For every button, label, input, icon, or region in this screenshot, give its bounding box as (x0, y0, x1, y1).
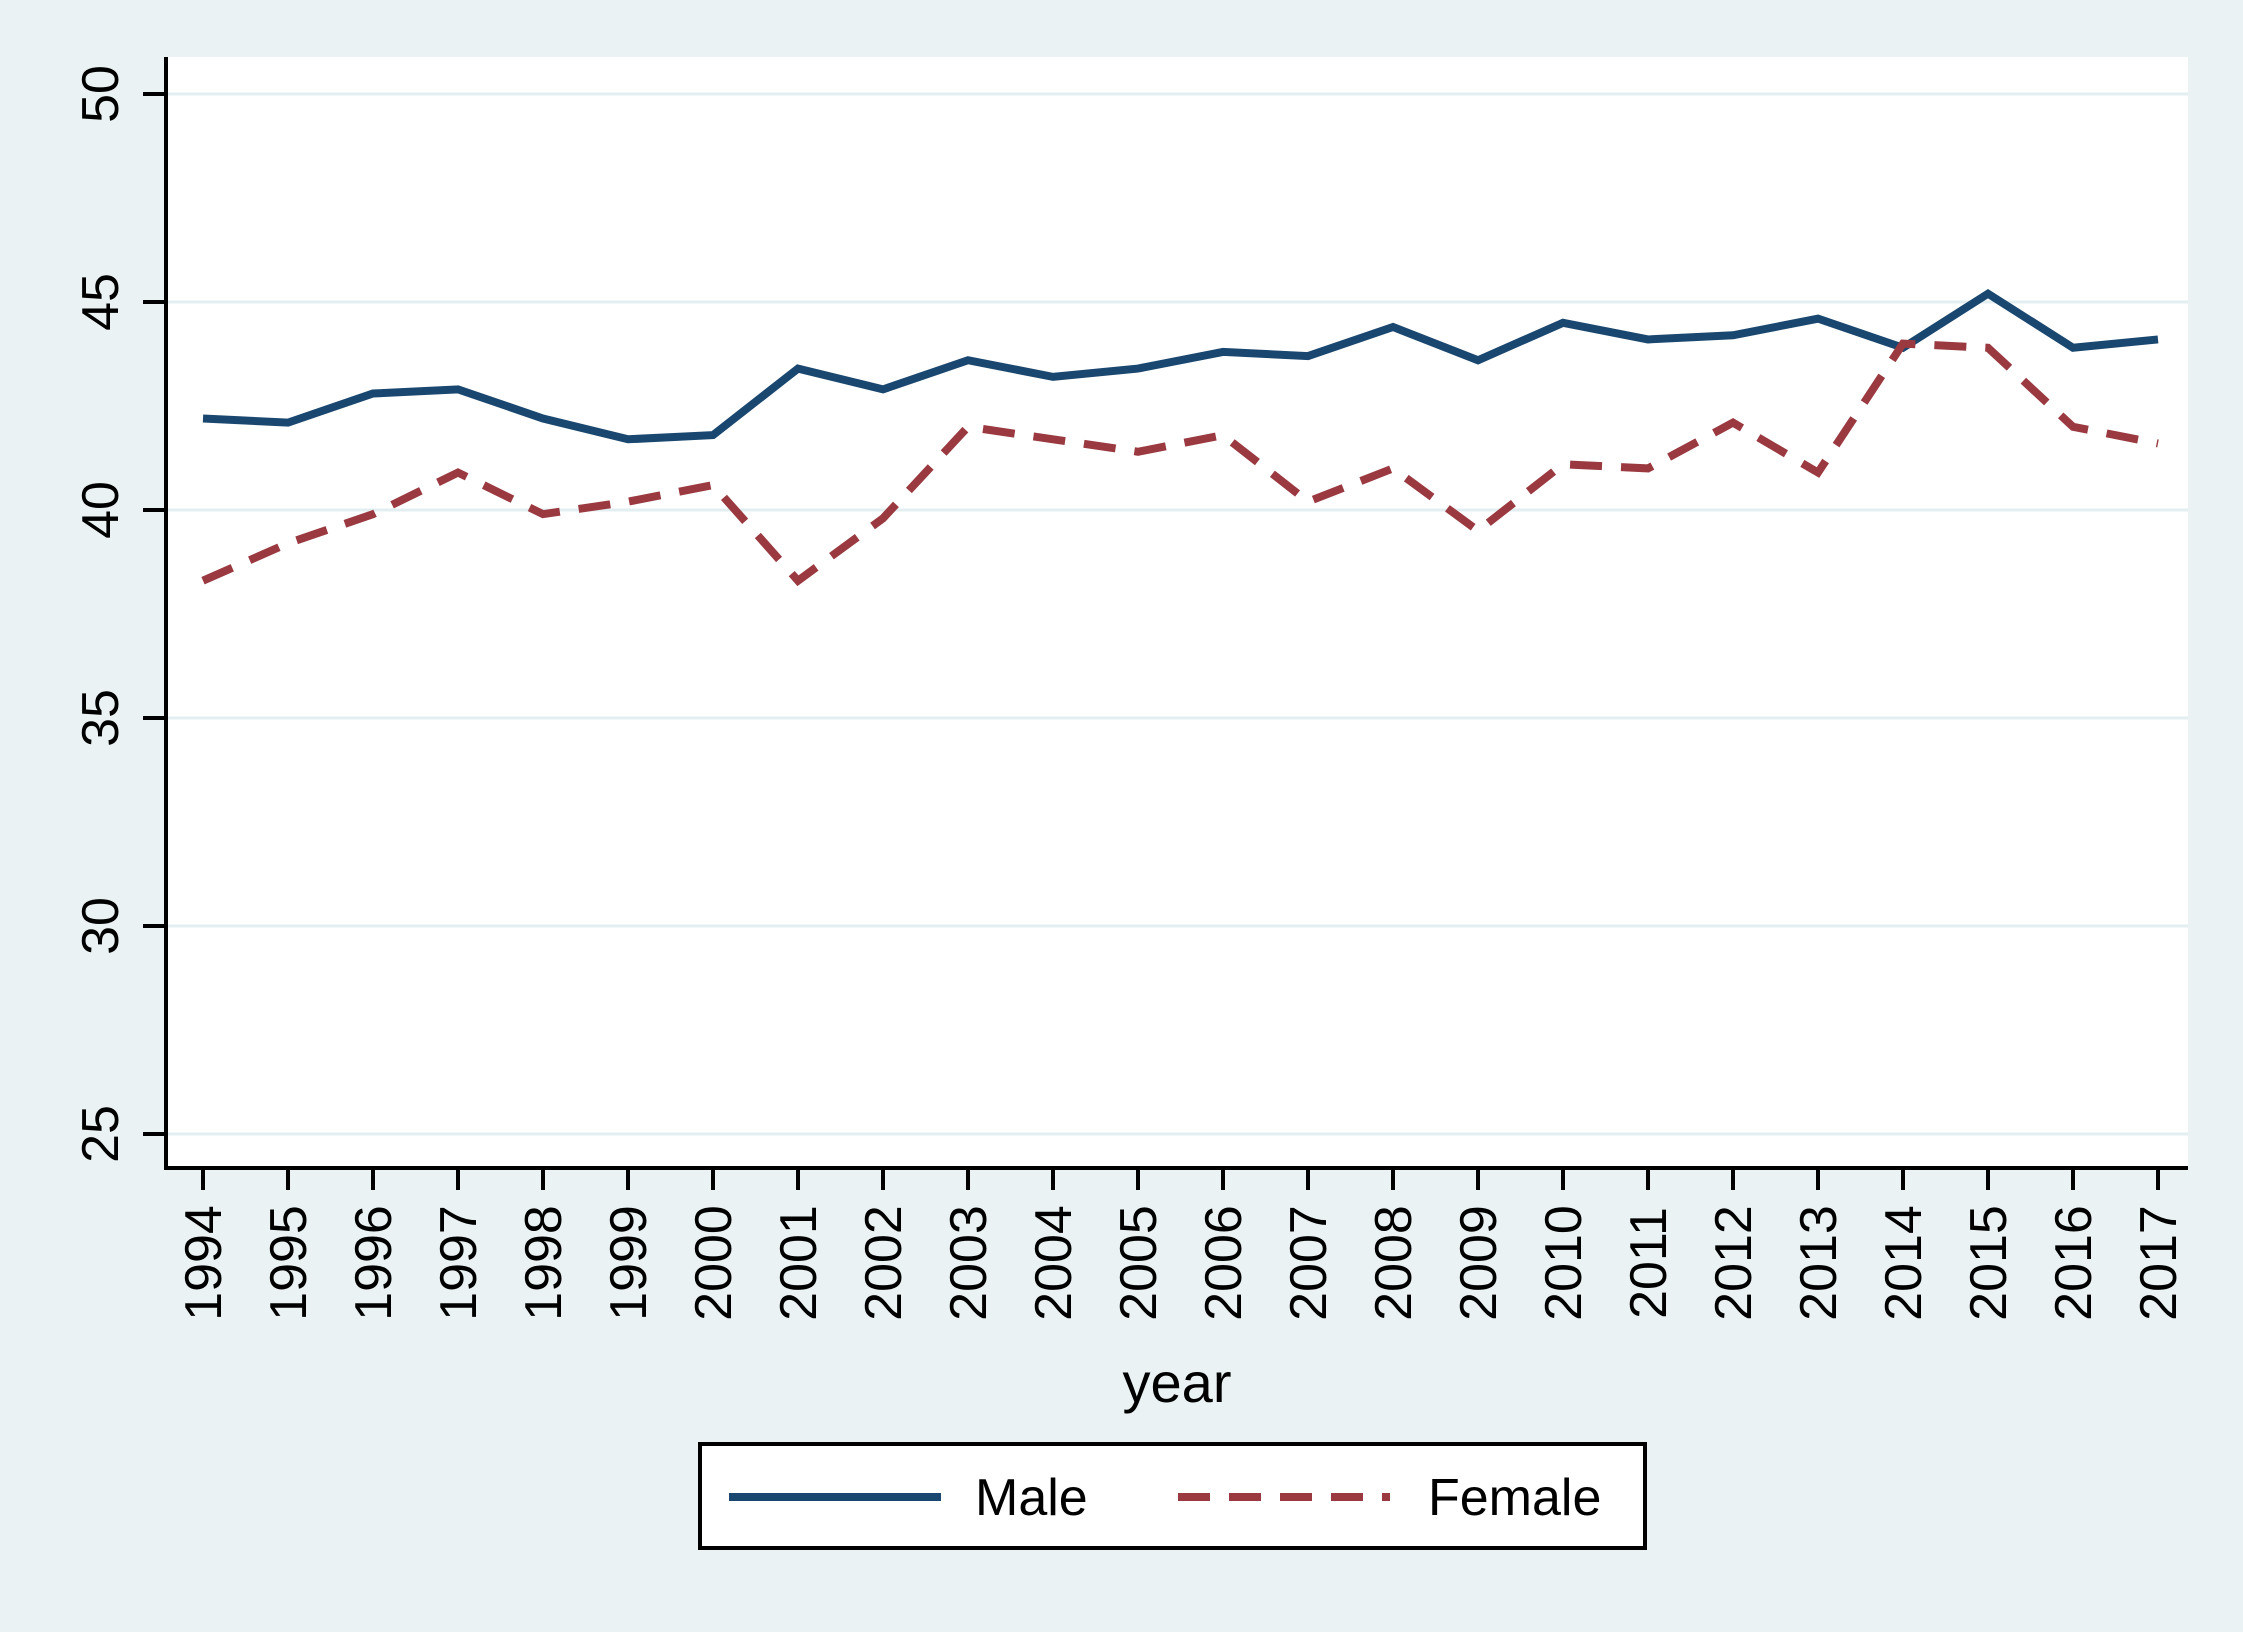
x-tick-label: 1997 (430, 1205, 488, 1321)
x-tick-label: 1999 (600, 1205, 658, 1321)
x-tick-label: 1998 (515, 1205, 573, 1321)
x-tick-label: 2005 (1110, 1205, 1168, 1321)
x-tick-label: 2012 (1705, 1205, 1763, 1321)
x-tick-label: 2009 (1450, 1205, 1508, 1321)
x-tick-label: 2010 (1535, 1205, 1593, 1321)
x-tick-label: 2017 (2130, 1205, 2188, 1321)
x-tick-label: 2004 (1025, 1205, 1083, 1321)
y-tick-label: 45 (72, 273, 130, 331)
legend-label-female: Female (1428, 1469, 1601, 1527)
x-axis-title: year (1123, 1351, 1232, 1414)
x-tick-label: 2006 (1195, 1205, 1253, 1321)
x-tick-label: 1995 (260, 1205, 318, 1321)
x-tick-label: 2000 (685, 1205, 743, 1321)
x-tick-label: 2011 (1620, 1207, 1678, 1319)
x-tick-label: 2002 (855, 1205, 913, 1321)
x-tick-label: 1994 (175, 1205, 233, 1321)
plot-area (166, 57, 2188, 1168)
x-tick-label: 1996 (345, 1205, 403, 1321)
x-tick-label: 2007 (1280, 1205, 1338, 1321)
y-tick-label: 30 (72, 897, 130, 955)
y-tick-label: 35 (72, 689, 130, 747)
x-tick-label: 2013 (1790, 1205, 1848, 1321)
x-tick-label: 2003 (940, 1205, 998, 1321)
x-tick-label: 2016 (2045, 1205, 2103, 1321)
series-line-male (202, 288, 2159, 444)
x-tick-label: 2008 (1365, 1205, 1423, 1321)
x-tick-label: 2014 (1875, 1205, 1933, 1321)
y-tick-label: 50 (72, 65, 130, 123)
y-tick-label: 25 (72, 1105, 130, 1163)
x-tick-label: 2001 (770, 1205, 828, 1321)
x-tick-label: 2015 (1960, 1205, 2018, 1321)
legend-label-male: Male (975, 1469, 1088, 1527)
y-tick-label: 40 (72, 481, 130, 539)
